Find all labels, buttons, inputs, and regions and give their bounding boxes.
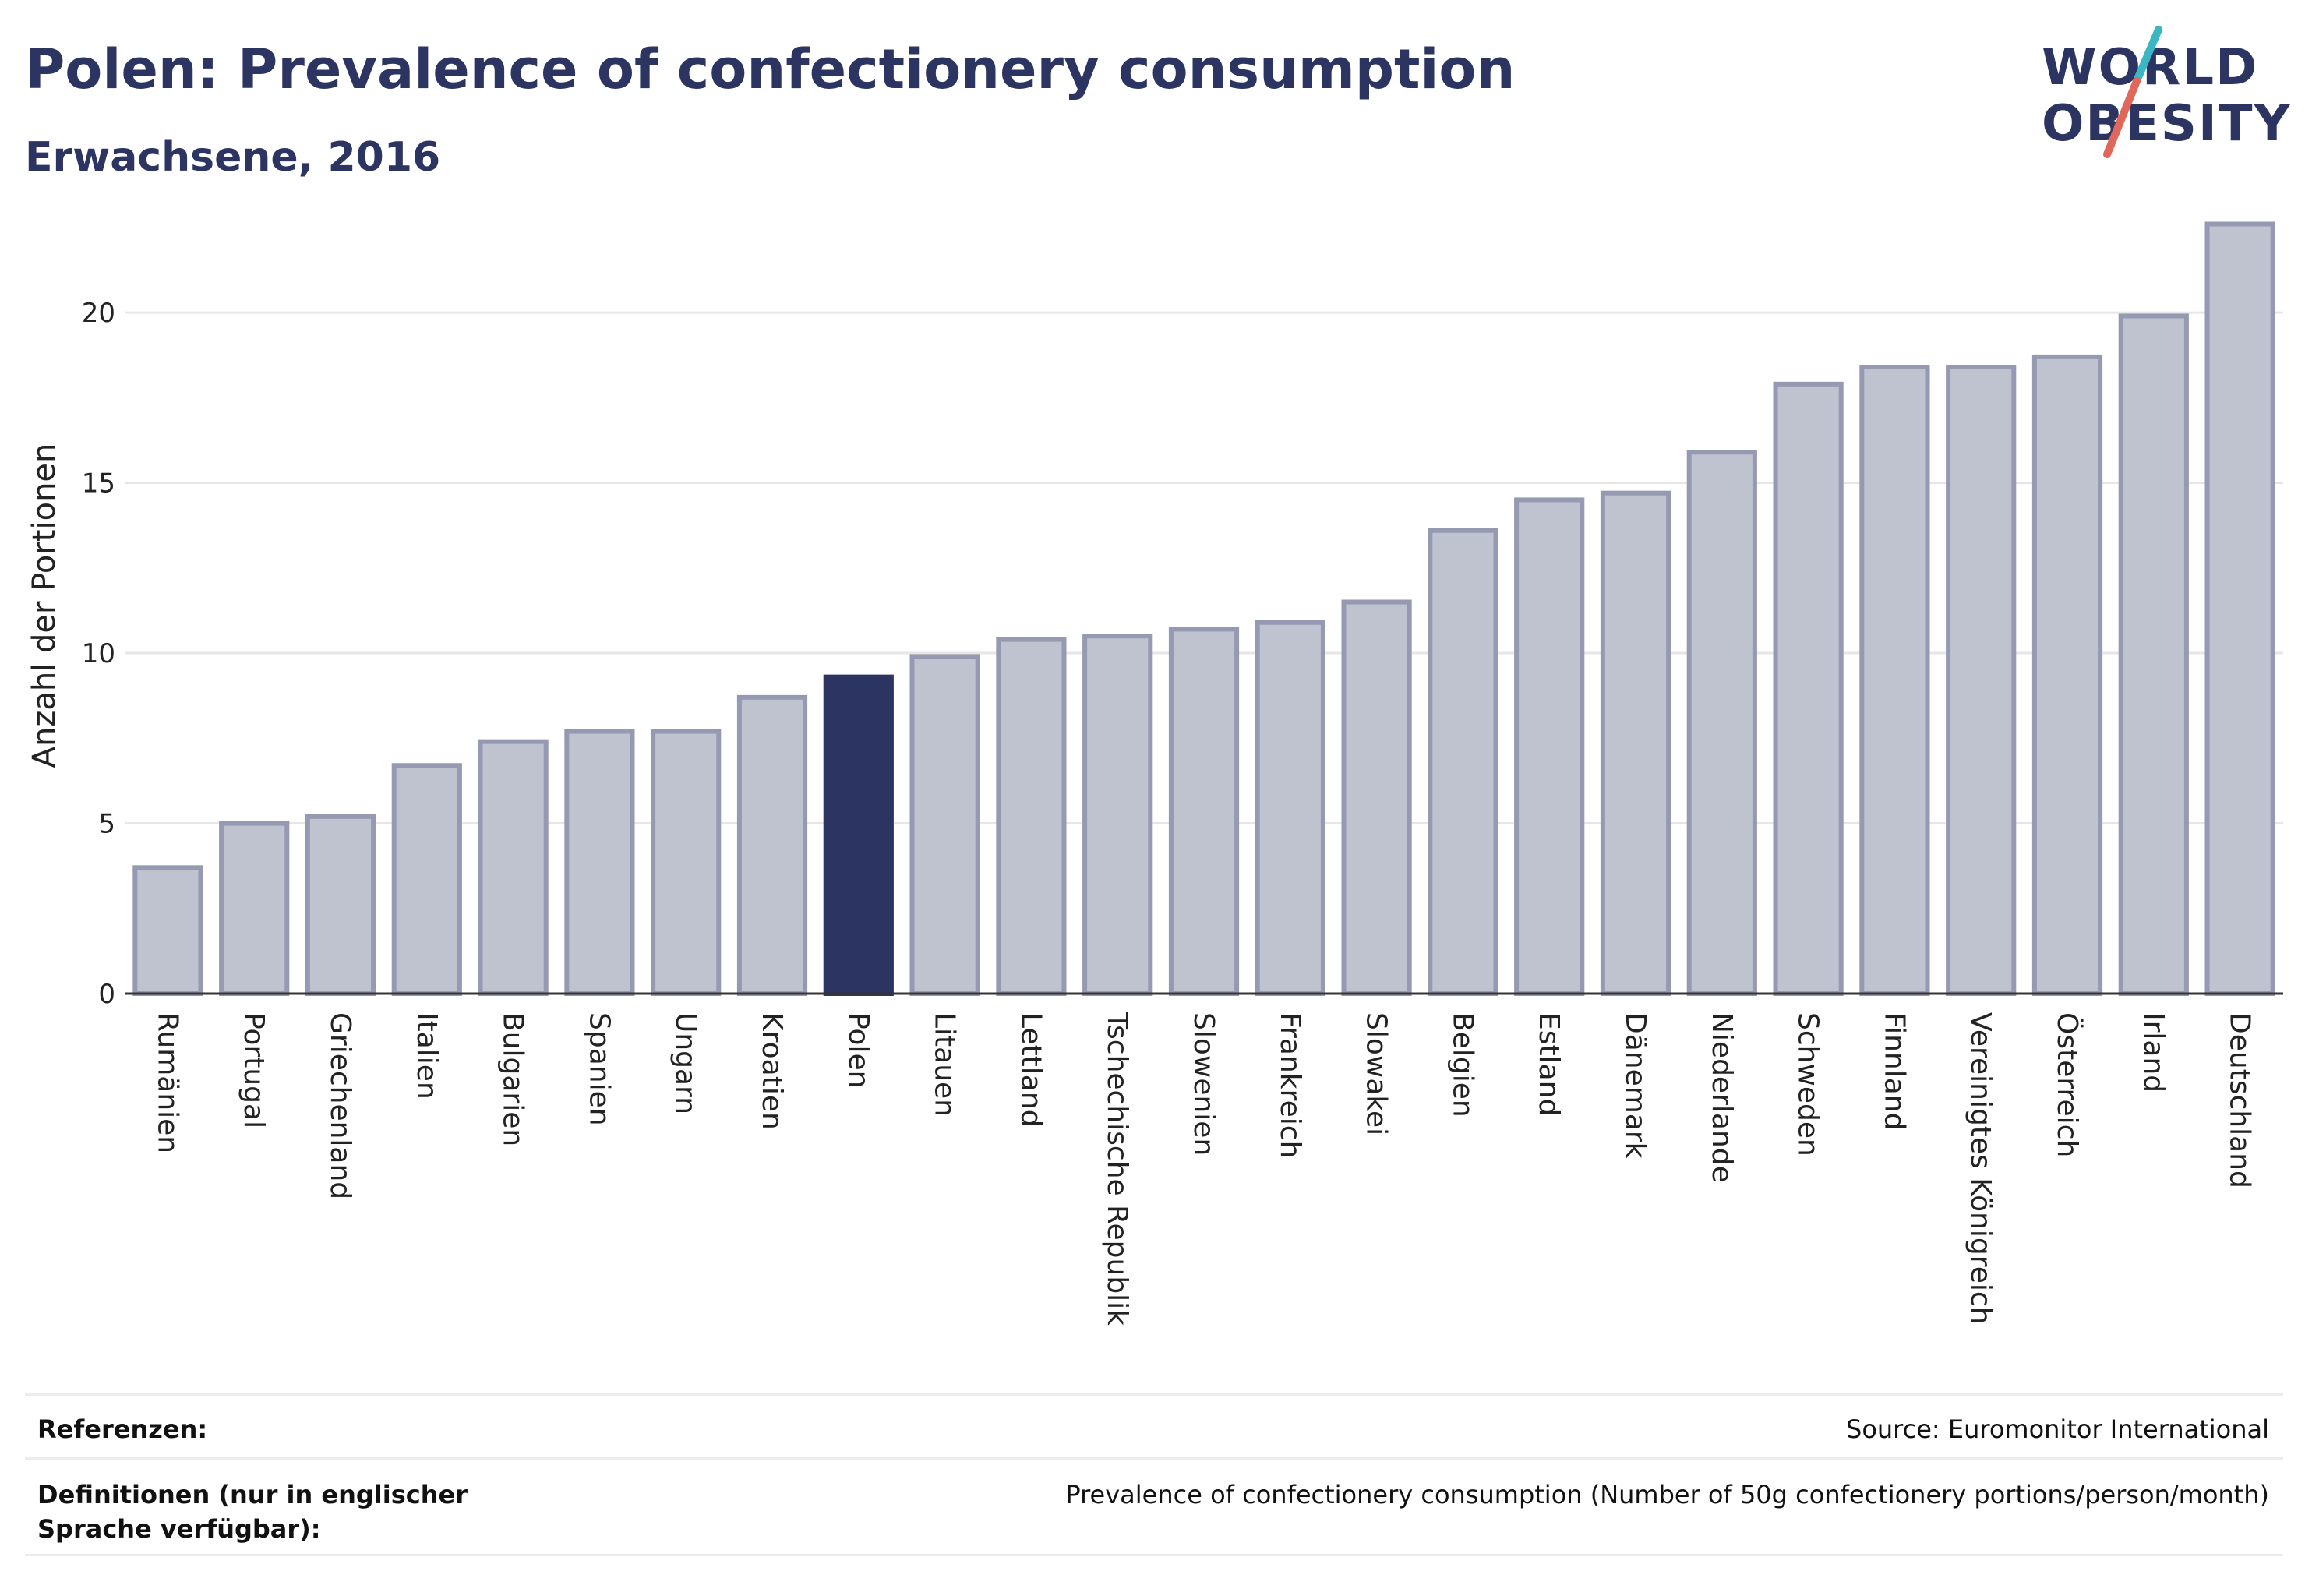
x-tick-label: Tschechische Republik [1101,1012,1133,1326]
x-tick-label: Slowakei [1361,1012,1393,1135]
x-tick-label: Kroatien [756,1012,788,1130]
x-tick-labels: Rumänien Portugal Griechenland Italien Bulga… [151,1012,2255,1326]
references-label: Referenzen: [37,1414,208,1444]
x-tick-label: Portugal [238,1012,270,1128]
x-tick-label: Lettland [1015,1012,1047,1128]
y-tick-labels: 0 5 10 15 20 [82,298,115,1010]
bar-estland [1514,497,1585,997]
bar-rumänien [132,865,203,997]
x-tick-label: Bulgarien [497,1012,529,1146]
bar-finnland [1859,365,1930,996]
bar-kroatien [736,694,808,996]
bar-bulgarien [478,739,549,996]
x-tick-label: Ungarn [669,1012,701,1114]
x-tick-label: Spanien [583,1012,615,1126]
bar-chart: 0 5 10 15 20 Rumänien Portugal Griechenland Ita… [26,221,2283,1326]
definitions-value: Prevalence of confectionery consumption … [1065,1480,2269,1509]
x-tick-label: Litauen [929,1012,961,1117]
bar-niederlande [1686,450,1757,996]
bar-irland [2118,313,2189,996]
bar-slowenien [1168,627,1240,997]
logo-slash-icon [2103,26,2162,158]
bar-slowakei [1341,599,1412,996]
bar-dänemark [1600,490,1671,997]
x-tick-label: Estland [1533,1012,1565,1116]
x-tick-label: Frankreich [1274,1012,1306,1158]
definitions-label: Definitionen (nur in englischer Sprache … [37,1480,468,1544]
x-tick-label: Belgien [1446,1012,1478,1118]
y-tick-label: 20 [82,298,115,329]
chart-title: Polen: Prevalence of confectionery consu… [25,37,1516,101]
bar-belgien [1428,528,1498,996]
bar-vereinigtes-königreich [1946,365,2017,996]
footer-divider-middle [25,1457,2283,1460]
x-tick-label: Griechenland [324,1012,356,1199]
world-obesity-logo: WORLD OBESITY [2026,23,2291,164]
footer-divider-bottom [25,1554,2283,1556]
chart-subtitle: Erwachsene, 2016 [25,134,441,181]
y-tick-label: 10 [82,638,115,669]
bar-lettland [996,637,1067,997]
bar-polen [823,674,894,996]
references-value: Source: Euromonitor International [1846,1414,2269,1444]
bar-griechenland [305,814,376,996]
x-tick-label: Schweden [1792,1012,1824,1156]
footer-divider-top [25,1393,2283,1396]
x-tick-label: Rumänien [151,1012,183,1153]
logo-line-obesity: OBESITY [2042,95,2292,153]
x-tick-label: Deutschland [2224,1012,2256,1188]
x-tick-label: Irland [2137,1012,2169,1093]
bar-spanien [564,729,635,996]
bar-litauen [909,654,980,996]
x-tick-label: Niederlande [1706,1012,1738,1183]
bar-tschechische-republik [1082,634,1153,997]
x-tick-label: Italien [411,1012,443,1100]
x-tick-label: Österreich [2051,1012,2084,1157]
x-tick-label: Dänemark [1619,1012,1651,1159]
bar-italien [391,763,462,996]
bar-frankreich [1255,620,1325,997]
x-tick-label: Slowenien [1188,1012,1220,1156]
bar-österreich [2031,354,2103,997]
bar-deutschland [2204,221,2275,996]
x-tick-label: Polen [842,1012,874,1088]
x-tick-label: Finnland [1878,1012,1910,1130]
y-tick-label: 5 [98,809,115,840]
x-tick-label: Vereinigtes Königreich [1964,1012,1996,1325]
bar-portugal [219,821,290,996]
y-tick-label: 0 [98,979,115,1010]
y-axis-label: Anzahl der Portionen [26,443,62,768]
bar-schweden [1773,381,1844,996]
y-tick-label: 15 [82,468,115,500]
bars [132,221,2275,997]
bar-ungarn [651,729,722,996]
